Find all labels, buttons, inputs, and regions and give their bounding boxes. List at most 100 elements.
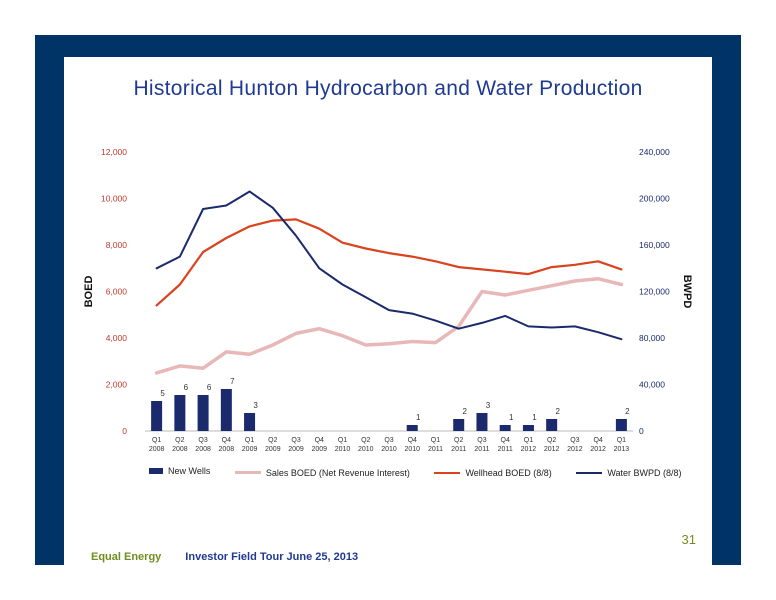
x-tick-label-quarter: Q4 <box>408 437 417 444</box>
x-tick-label-quarter: Q2 <box>454 437 463 444</box>
footer: Equal Energy Investor Field Tour June 25,… <box>91 551 358 563</box>
x-tick-label-quarter: Q1 <box>245 437 254 444</box>
y-tick-label-right: 0 <box>639 426 644 436</box>
x-tick-label-quarter: Q1 <box>152 437 161 444</box>
footer-company: Equal Energy <box>91 551 162 563</box>
x-tick-label-quarter: Q1 <box>524 437 533 444</box>
x-tick-label-year: 2010 <box>358 446 374 453</box>
new-wells-data-label: 6 <box>207 383 212 392</box>
x-tick-label-quarter: Q3 <box>291 437 300 444</box>
x-tick-label-year: 2012 <box>590 446 606 453</box>
legend-label-sales-boed: Sales BOED (Net Revenue Interest) <box>265 467 410 478</box>
legend-swatch-wellhead-boed <box>434 472 461 474</box>
x-tick-label-year: 2010 <box>381 446 397 453</box>
x-tick-label-quarter: Q4 <box>501 437 510 444</box>
page-number: 31 <box>681 532 696 547</box>
new-wells-bar <box>220 389 232 431</box>
x-tick-label-year: 2011 <box>498 446 513 453</box>
x-tick-label-year: 2008 <box>219 446 235 453</box>
x-tick-label-year: 2008 <box>195 446 211 453</box>
legend-item-wellhead-boed: Wellhead BOED (8/8) <box>434 468 552 478</box>
new-wells-data-label: 1 <box>509 413 514 422</box>
new-wells-bar <box>453 419 465 431</box>
new-wells-bar <box>197 395 209 431</box>
new-wells-bar <box>476 413 488 431</box>
x-tick-label-year: 2011 <box>474 446 489 453</box>
new-wells-data-label: 1 <box>532 413 537 422</box>
x-tick-label-year: 2009 <box>242 446 258 453</box>
x-tick-label-quarter: Q3 <box>384 437 393 444</box>
x-tick-label-year: 2009 <box>265 446 281 453</box>
x-tick-label-year: 2008 <box>172 446 188 453</box>
x-tick-label-year: 2012 <box>567 446 583 453</box>
x-tick-label-year: 2011 <box>428 446 443 453</box>
y-axis-title-left: BOED <box>83 276 95 308</box>
new-wells-data-label: 7 <box>230 377 235 386</box>
x-tick-label-year: 2011 <box>451 446 466 453</box>
new-wells-bar <box>244 413 256 431</box>
y-tick-label-left: 2,000 <box>106 380 128 390</box>
y-tick-label-right: 80,000 <box>639 333 665 343</box>
y-tick-label-right: 240,000 <box>639 147 670 157</box>
new-wells-data-label: 2 <box>625 407 630 416</box>
x-tick-label-quarter: Q4 <box>593 437 602 444</box>
x-tick-label-quarter: Q3 <box>198 437 207 444</box>
x-tick-label-quarter: Q2 <box>268 437 277 444</box>
x-tick-label-quarter: Q3 <box>477 437 486 444</box>
x-tick-label-quarter: Q2 <box>175 437 184 444</box>
y-tick-label-right: 160,000 <box>639 240 670 250</box>
y-tick-label-right: 120,000 <box>639 287 670 297</box>
sales-boed-line <box>154 276 624 375</box>
new-wells-data-label: 5 <box>160 389 165 398</box>
x-tick-label-year: 2008 <box>149 446 165 453</box>
water-bwpd-line <box>155 190 623 341</box>
production-chart: 0 2,000 4,000 6,000 8,000 10,000 12,000 0 40,000… <box>83 147 693 453</box>
new-wells-bar <box>174 395 186 431</box>
x-tick-label-quarter: Q3 <box>570 437 579 444</box>
new-wells-data-label: 6 <box>184 383 189 392</box>
new-wells-data-label: 1 <box>416 413 421 422</box>
x-tick-label-quarter: Q4 <box>315 437 324 444</box>
legend-item-sales-boed: Sales BOED (Net Revenue Interest) <box>234 467 410 478</box>
new-wells-bar <box>406 425 418 431</box>
new-wells-bar <box>615 419 627 431</box>
y-tick-label-left: 4,000 <box>106 333 128 343</box>
y-axis-title-right: BWPD <box>681 275 693 309</box>
x-tick-label-quarter: Q4 <box>222 437 231 444</box>
y-tick-label-left: 12,000 <box>101 147 127 157</box>
legend-item-water-bwpd: Water BWPD (8/8) <box>576 468 682 478</box>
x-tick-label-year: 2012 <box>544 446 560 453</box>
slide-title: Historical Hunton Hydrocarbon and Water … <box>133 77 643 100</box>
new-wells-bar <box>546 419 558 431</box>
x-tick-label-quarter: Q1 <box>338 437 347 444</box>
new-wells-bar <box>499 425 511 431</box>
x-tick-label-year: 2010 <box>404 446 420 453</box>
new-wells-data-label: 3 <box>486 401 491 410</box>
y-tick-label-left: 6,000 <box>106 287 128 297</box>
legend-swatch-sales-boed <box>234 471 261 474</box>
new-wells-data-label: 2 <box>462 407 467 416</box>
y-tick-label-right: 40,000 <box>639 380 665 390</box>
legend-label-water-bwpd: Water BWPD (8/8) <box>607 468 682 478</box>
y-tick-label-left: 8,000 <box>106 240 128 250</box>
chart-legend: New Wells Sales BOED (Net Revenue Intere… <box>149 466 704 478</box>
x-tick-label-quarter: Q2 <box>361 437 370 444</box>
new-wells-data-label: 2 <box>555 407 560 416</box>
x-tick-label-year: 2012 <box>521 446 537 453</box>
y-tick-label-left: 0 <box>122 426 127 436</box>
y-tick-label-right: 200,000 <box>639 194 670 204</box>
legend-label-new-wells: New Wells <box>168 466 211 476</box>
x-tick-label-quarter: Q1 <box>431 437 440 444</box>
x-tick-label-year: 2009 <box>288 446 304 453</box>
x-tick-label-year: 2013 <box>614 446 630 453</box>
x-tick-label-quarter: Q1 <box>617 437 626 444</box>
new-wells-data-label: 3 <box>253 401 258 410</box>
y-tick-label-left: 10,000 <box>101 194 127 204</box>
x-tick-label-year: 2010 <box>335 446 351 453</box>
legend-item-new-wells: New Wells <box>149 466 210 476</box>
new-wells-bar <box>522 425 534 431</box>
wellhead-boed-line <box>155 218 623 307</box>
x-tick-label-year: 2009 <box>311 446 327 453</box>
legend-label-wellhead-boed: Wellhead BOED (8/8) <box>465 468 552 478</box>
legend-swatch-new-wells <box>149 468 163 474</box>
